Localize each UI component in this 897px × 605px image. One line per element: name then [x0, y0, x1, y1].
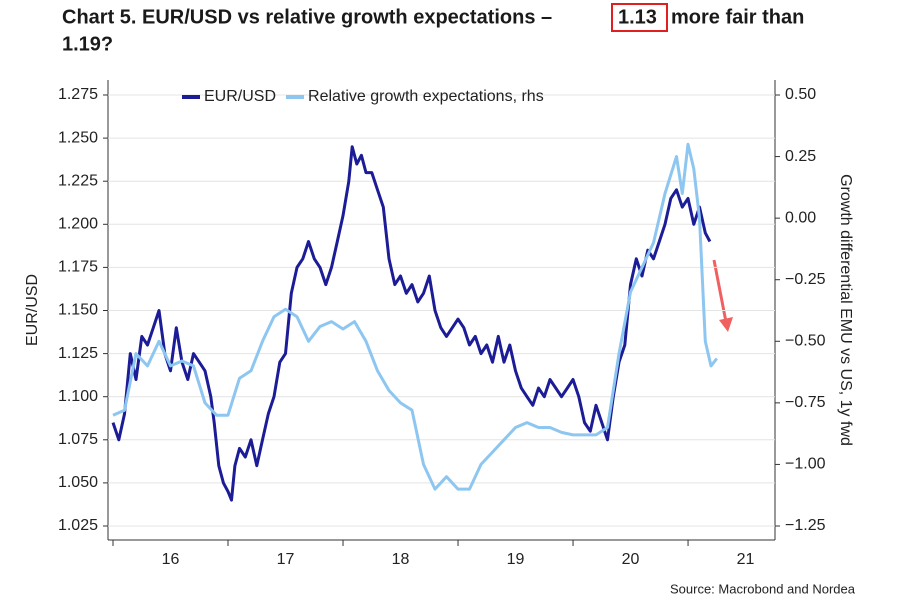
- y-tick-label: 1.225: [58, 172, 98, 189]
- x-tick-label: 17: [277, 551, 295, 568]
- y-tick-label: 1.250: [58, 129, 98, 146]
- chart-title: Chart 5. EUR/USD vs relative growth expe…: [62, 6, 552, 28]
- y2-tick-label: −1.00: [785, 456, 826, 473]
- arrow: [712, 259, 728, 323]
- y-tick-label: 1.025: [58, 517, 98, 534]
- y-tick-label: 1.125: [58, 345, 98, 362]
- y-tick-label: 1.150: [58, 302, 98, 319]
- source: Source: Macrobond and Nordea: [670, 581, 856, 596]
- arrow-head: [719, 317, 733, 332]
- y-tick-label: 1.050: [58, 474, 98, 491]
- y-tick-label: 1.075: [58, 431, 98, 448]
- y-tick-label: 1.175: [58, 259, 98, 276]
- y-tick-label: 1.200: [58, 216, 98, 233]
- x-tick-label: 18: [392, 551, 410, 568]
- y-tick-label: 1.275: [58, 86, 98, 103]
- chart-title-end: more fair than: [671, 6, 804, 28]
- legend-label: EUR/USD: [204, 88, 276, 105]
- y2-tick-label: 0.50: [785, 86, 816, 103]
- highlight-box: [611, 3, 668, 32]
- x-tick-label: 21: [737, 551, 755, 568]
- y2-tick-label: −0.50: [785, 333, 826, 350]
- legend-label: Relative growth expectations, rhs: [308, 88, 544, 105]
- y2-tick-label: −1.25: [785, 517, 826, 534]
- y2-tick-label: 0.00: [785, 209, 816, 226]
- y-axis-label: EUR/USD: [24, 274, 41, 346]
- y-tick-label: 1.100: [58, 388, 98, 405]
- x-tick-label: 16: [162, 551, 180, 568]
- y2-tick-label: −0.25: [785, 271, 826, 288]
- series-line: [112, 142, 718, 491]
- y2-tick-label: 0.25: [785, 148, 816, 165]
- y2-tick-label: −0.75: [785, 394, 826, 411]
- x-tick-label: 20: [622, 551, 640, 568]
- x-tick-label: 19: [507, 551, 525, 568]
- y2-axis-label: Growth differential EMU vs US, 1y fwd: [837, 174, 854, 446]
- chart-title-line2: 1.19?: [62, 33, 113, 55]
- series-line: [111, 145, 712, 502]
- chart-title-highlight: 1.13: [618, 6, 657, 28]
